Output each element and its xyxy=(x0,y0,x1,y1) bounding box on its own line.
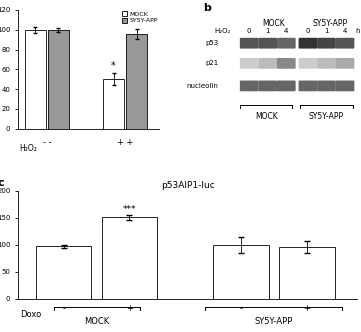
Text: 4: 4 xyxy=(343,28,347,34)
Text: - -: - - xyxy=(43,137,51,146)
Bar xyxy=(213,245,269,299)
FancyBboxPatch shape xyxy=(317,38,336,48)
Bar xyxy=(25,30,45,128)
Text: p53: p53 xyxy=(205,40,218,46)
Text: h: h xyxy=(355,28,360,34)
FancyBboxPatch shape xyxy=(299,80,317,91)
Text: 1: 1 xyxy=(324,28,329,34)
Text: 4: 4 xyxy=(284,28,288,34)
Title: p53AIP1-luc: p53AIP1-luc xyxy=(161,181,214,190)
Bar xyxy=(279,247,335,299)
Bar xyxy=(104,79,124,128)
Text: SY5Y-APP: SY5Y-APP xyxy=(312,20,347,29)
FancyBboxPatch shape xyxy=(258,58,277,69)
Bar xyxy=(36,246,91,299)
FancyBboxPatch shape xyxy=(336,58,355,69)
Text: 1: 1 xyxy=(265,28,270,34)
Bar xyxy=(126,34,147,128)
Text: b: b xyxy=(203,3,211,13)
Text: H₂O₂: H₂O₂ xyxy=(215,28,231,34)
FancyBboxPatch shape xyxy=(299,58,317,69)
FancyBboxPatch shape xyxy=(336,38,355,48)
Text: MOCK: MOCK xyxy=(84,317,109,326)
Text: ***: *** xyxy=(123,205,136,214)
Text: *: * xyxy=(111,61,116,71)
Text: MOCK: MOCK xyxy=(262,20,285,29)
Text: nucleolin: nucleolin xyxy=(186,83,218,89)
FancyBboxPatch shape xyxy=(240,80,258,91)
Text: SY5Y-APP: SY5Y-APP xyxy=(309,112,344,121)
Text: 0: 0 xyxy=(306,28,310,34)
FancyBboxPatch shape xyxy=(317,58,336,69)
FancyBboxPatch shape xyxy=(258,80,277,91)
Bar xyxy=(48,30,69,128)
Text: H₂O₂: H₂O₂ xyxy=(19,144,37,153)
FancyBboxPatch shape xyxy=(317,80,336,91)
FancyBboxPatch shape xyxy=(258,38,277,48)
Bar xyxy=(101,217,157,299)
FancyBboxPatch shape xyxy=(277,58,296,69)
Text: Doxo: Doxo xyxy=(20,309,41,319)
Legend: MOCK, SY5Y-APP: MOCK, SY5Y-APP xyxy=(121,11,158,24)
Text: MOCK: MOCK xyxy=(255,112,278,121)
Text: p21: p21 xyxy=(205,60,218,66)
Text: + +: + + xyxy=(117,137,133,146)
FancyBboxPatch shape xyxy=(240,38,258,48)
FancyBboxPatch shape xyxy=(277,80,296,91)
FancyBboxPatch shape xyxy=(240,58,258,69)
Text: 0: 0 xyxy=(247,28,252,34)
Text: SY5Y-APP: SY5Y-APP xyxy=(255,317,293,326)
FancyBboxPatch shape xyxy=(299,38,317,48)
FancyBboxPatch shape xyxy=(277,38,296,48)
Text: c: c xyxy=(0,178,4,188)
FancyBboxPatch shape xyxy=(336,80,355,91)
